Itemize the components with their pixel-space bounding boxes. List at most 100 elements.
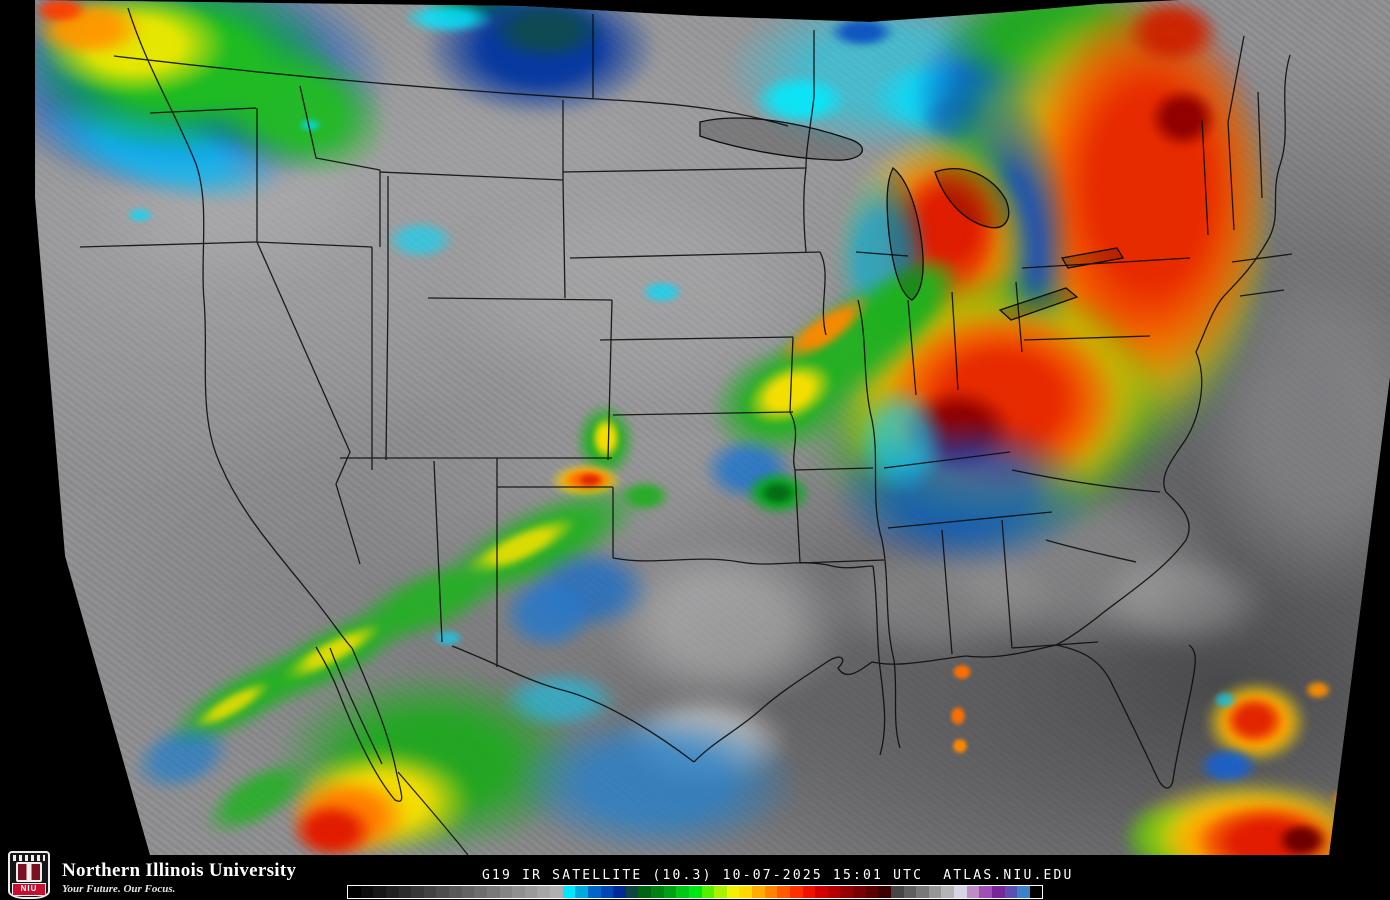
gulf-coastline bbox=[693, 655, 967, 763]
colorbar-segment bbox=[449, 886, 462, 898]
state-line bbox=[1231, 253, 1293, 263]
state-line bbox=[907, 299, 917, 396]
colorbar-segment bbox=[398, 886, 412, 898]
colorbar-segment bbox=[726, 886, 740, 898]
cloud-blob bbox=[640, 280, 684, 304]
colorbar-segment bbox=[436, 886, 449, 898]
cloud-blob bbox=[752, 74, 848, 126]
cloud-blob bbox=[486, 0, 606, 61]
colorbar-segment bbox=[878, 886, 891, 898]
state-line bbox=[1239, 289, 1285, 297]
state-line bbox=[789, 336, 797, 471]
colorbar-segment bbox=[928, 886, 942, 898]
state-line bbox=[255, 241, 373, 248]
cloud-blob bbox=[385, 220, 455, 260]
florida-panhandle-coast bbox=[965, 644, 1057, 658]
colorbar-segment bbox=[979, 886, 992, 898]
colorbar-segment bbox=[954, 886, 967, 898]
colorbar-segment bbox=[651, 886, 664, 898]
lake-erie bbox=[998, 287, 1079, 321]
colorbar-scale bbox=[347, 885, 1043, 899]
colorbar-segment bbox=[663, 886, 677, 898]
colorbar-segment bbox=[423, 886, 437, 898]
state-line bbox=[607, 299, 613, 461]
rio-grande-border bbox=[451, 645, 695, 763]
state-line bbox=[883, 451, 1011, 469]
university-name: Northern Illinois University bbox=[62, 860, 297, 881]
state-line bbox=[1001, 519, 1013, 649]
state-line bbox=[794, 469, 801, 564]
pacific-coastline bbox=[127, 7, 353, 649]
colorbar-segment bbox=[991, 886, 1005, 898]
colorbar-segment bbox=[613, 886, 626, 898]
colorbar-segment bbox=[802, 886, 816, 898]
gulf-of-california bbox=[329, 647, 383, 765]
cloud-blob bbox=[1359, 745, 1385, 767]
us-canada-border bbox=[113, 55, 789, 127]
university-branding: Northern Illinois University Your Future… bbox=[62, 860, 296, 895]
state-line bbox=[299, 85, 381, 171]
colorbar-segment bbox=[777, 886, 790, 898]
cloud-blob bbox=[35, 0, 88, 24]
colorbar-segment bbox=[815, 886, 828, 898]
state-line bbox=[855, 251, 909, 257]
colorbar-segment bbox=[461, 886, 475, 898]
footer-bar: NIU Northern Illinois University Your Fu… bbox=[0, 851, 1390, 900]
state-line bbox=[562, 167, 807, 173]
state-line bbox=[149, 107, 257, 114]
mississippi-river bbox=[857, 299, 901, 749]
state-line bbox=[599, 336, 794, 341]
colorbar-segment bbox=[625, 886, 639, 898]
colorbar-segment bbox=[688, 886, 702, 898]
cloud-blob bbox=[290, 802, 374, 855]
state-line bbox=[1201, 119, 1209, 236]
university-tagline: Your Future. Our Focus. bbox=[62, 883, 176, 895]
state-line bbox=[1227, 35, 1245, 123]
cloud-blob bbox=[1148, 87, 1218, 149]
florida-peninsula bbox=[1055, 644, 1196, 789]
lake-superior bbox=[699, 117, 864, 161]
state-line bbox=[1011, 469, 1161, 493]
lake-michigan bbox=[886, 166, 924, 301]
satellite-map bbox=[35, 0, 1390, 855]
state-line bbox=[872, 565, 886, 756]
state-line bbox=[1257, 91, 1263, 199]
state-line bbox=[256, 241, 361, 565]
east-coastline bbox=[1055, 54, 1291, 646]
colorbar-segment bbox=[701, 886, 715, 898]
colorbar-segment bbox=[411, 886, 424, 898]
castle-keep-icon bbox=[16, 862, 42, 882]
state-line bbox=[569, 251, 821, 259]
state-line bbox=[941, 529, 953, 655]
colorbar-segment bbox=[752, 886, 765, 898]
state-line bbox=[612, 411, 794, 416]
colorbar-segment bbox=[587, 886, 601, 898]
state-line bbox=[951, 291, 959, 391]
state-line bbox=[803, 167, 807, 253]
state-line bbox=[887, 511, 1053, 529]
colorbar-segment bbox=[890, 886, 904, 898]
colorbar-segment bbox=[385, 886, 399, 898]
state-line bbox=[794, 467, 874, 471]
state-line bbox=[562, 179, 566, 299]
colorbar-segment bbox=[360, 886, 374, 898]
cloud-blob bbox=[432, 629, 464, 647]
state-line bbox=[385, 297, 389, 461]
state-line bbox=[805, 96, 815, 169]
castle-turrets-icon bbox=[13, 855, 45, 861]
baja-coastline bbox=[315, 646, 403, 802]
state-line bbox=[799, 559, 885, 564]
colorbar-segment bbox=[550, 886, 563, 898]
colorbar-segment bbox=[1029, 886, 1043, 898]
state-line bbox=[1021, 257, 1191, 269]
niu-logo-text: NIU bbox=[12, 883, 46, 896]
state-line bbox=[379, 171, 564, 181]
state-line bbox=[1011, 641, 1099, 649]
colorbar-segment bbox=[739, 886, 752, 898]
colorbar-segment bbox=[789, 886, 803, 898]
colorbar-segment bbox=[764, 886, 778, 898]
cloud-blob bbox=[949, 705, 967, 727]
colorbar-segment bbox=[499, 886, 513, 898]
state-line bbox=[819, 251, 827, 336]
cloud-blob bbox=[951, 663, 973, 681]
